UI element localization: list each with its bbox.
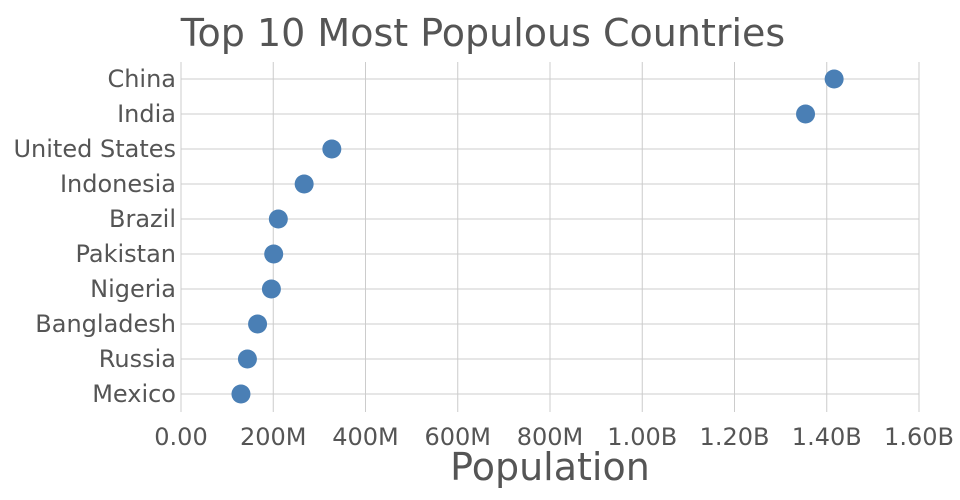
x-tick-label: 1.40B [792,423,862,451]
x-tick-label: 800M [517,423,584,451]
data-point [294,174,314,194]
y-tick-label: Russia [99,345,176,373]
y-axis-ticks: China India United States Indonesia Brazil Pa… [13,65,176,408]
data-point [268,209,288,229]
data-point [237,349,257,369]
y-tick-label: Bangladesh [35,310,176,338]
y-tick-label: Brazil [109,205,176,233]
data-points [231,69,844,404]
x-tick-label: 1.00B [607,423,677,451]
grid [180,62,920,412]
x-tick-label: 1.60B [884,423,954,451]
chart-title: Top 10 Most Populous Countries [180,11,785,55]
data-point [248,314,268,334]
y-tick-label: China [107,65,176,93]
data-point [264,244,284,264]
x-axis-title: Population [450,445,650,489]
x-tick-label: 1.20B [700,423,770,451]
x-tick-label: 600M [424,423,491,451]
data-point [261,279,281,299]
x-tick-label: 400M [332,423,399,451]
y-tick-label: Nigeria [90,275,176,303]
x-axis-ticks: 0.00 200M 400M 600M 800M 1.00B 1.20B 1.40B 1.60B [154,423,954,451]
y-tick-label: United States [13,135,176,163]
data-point [796,104,816,124]
y-tick-label: Mexico [92,380,176,408]
data-point [322,139,342,159]
y-tick-label: India [117,100,176,128]
y-tick-label: Indonesia [60,170,176,198]
data-point [231,384,251,404]
y-tick-label: Pakistan [76,240,177,268]
x-tick-label: 0.00 [154,423,207,451]
data-point [824,69,844,89]
x-tick-label: 200M [240,423,307,451]
